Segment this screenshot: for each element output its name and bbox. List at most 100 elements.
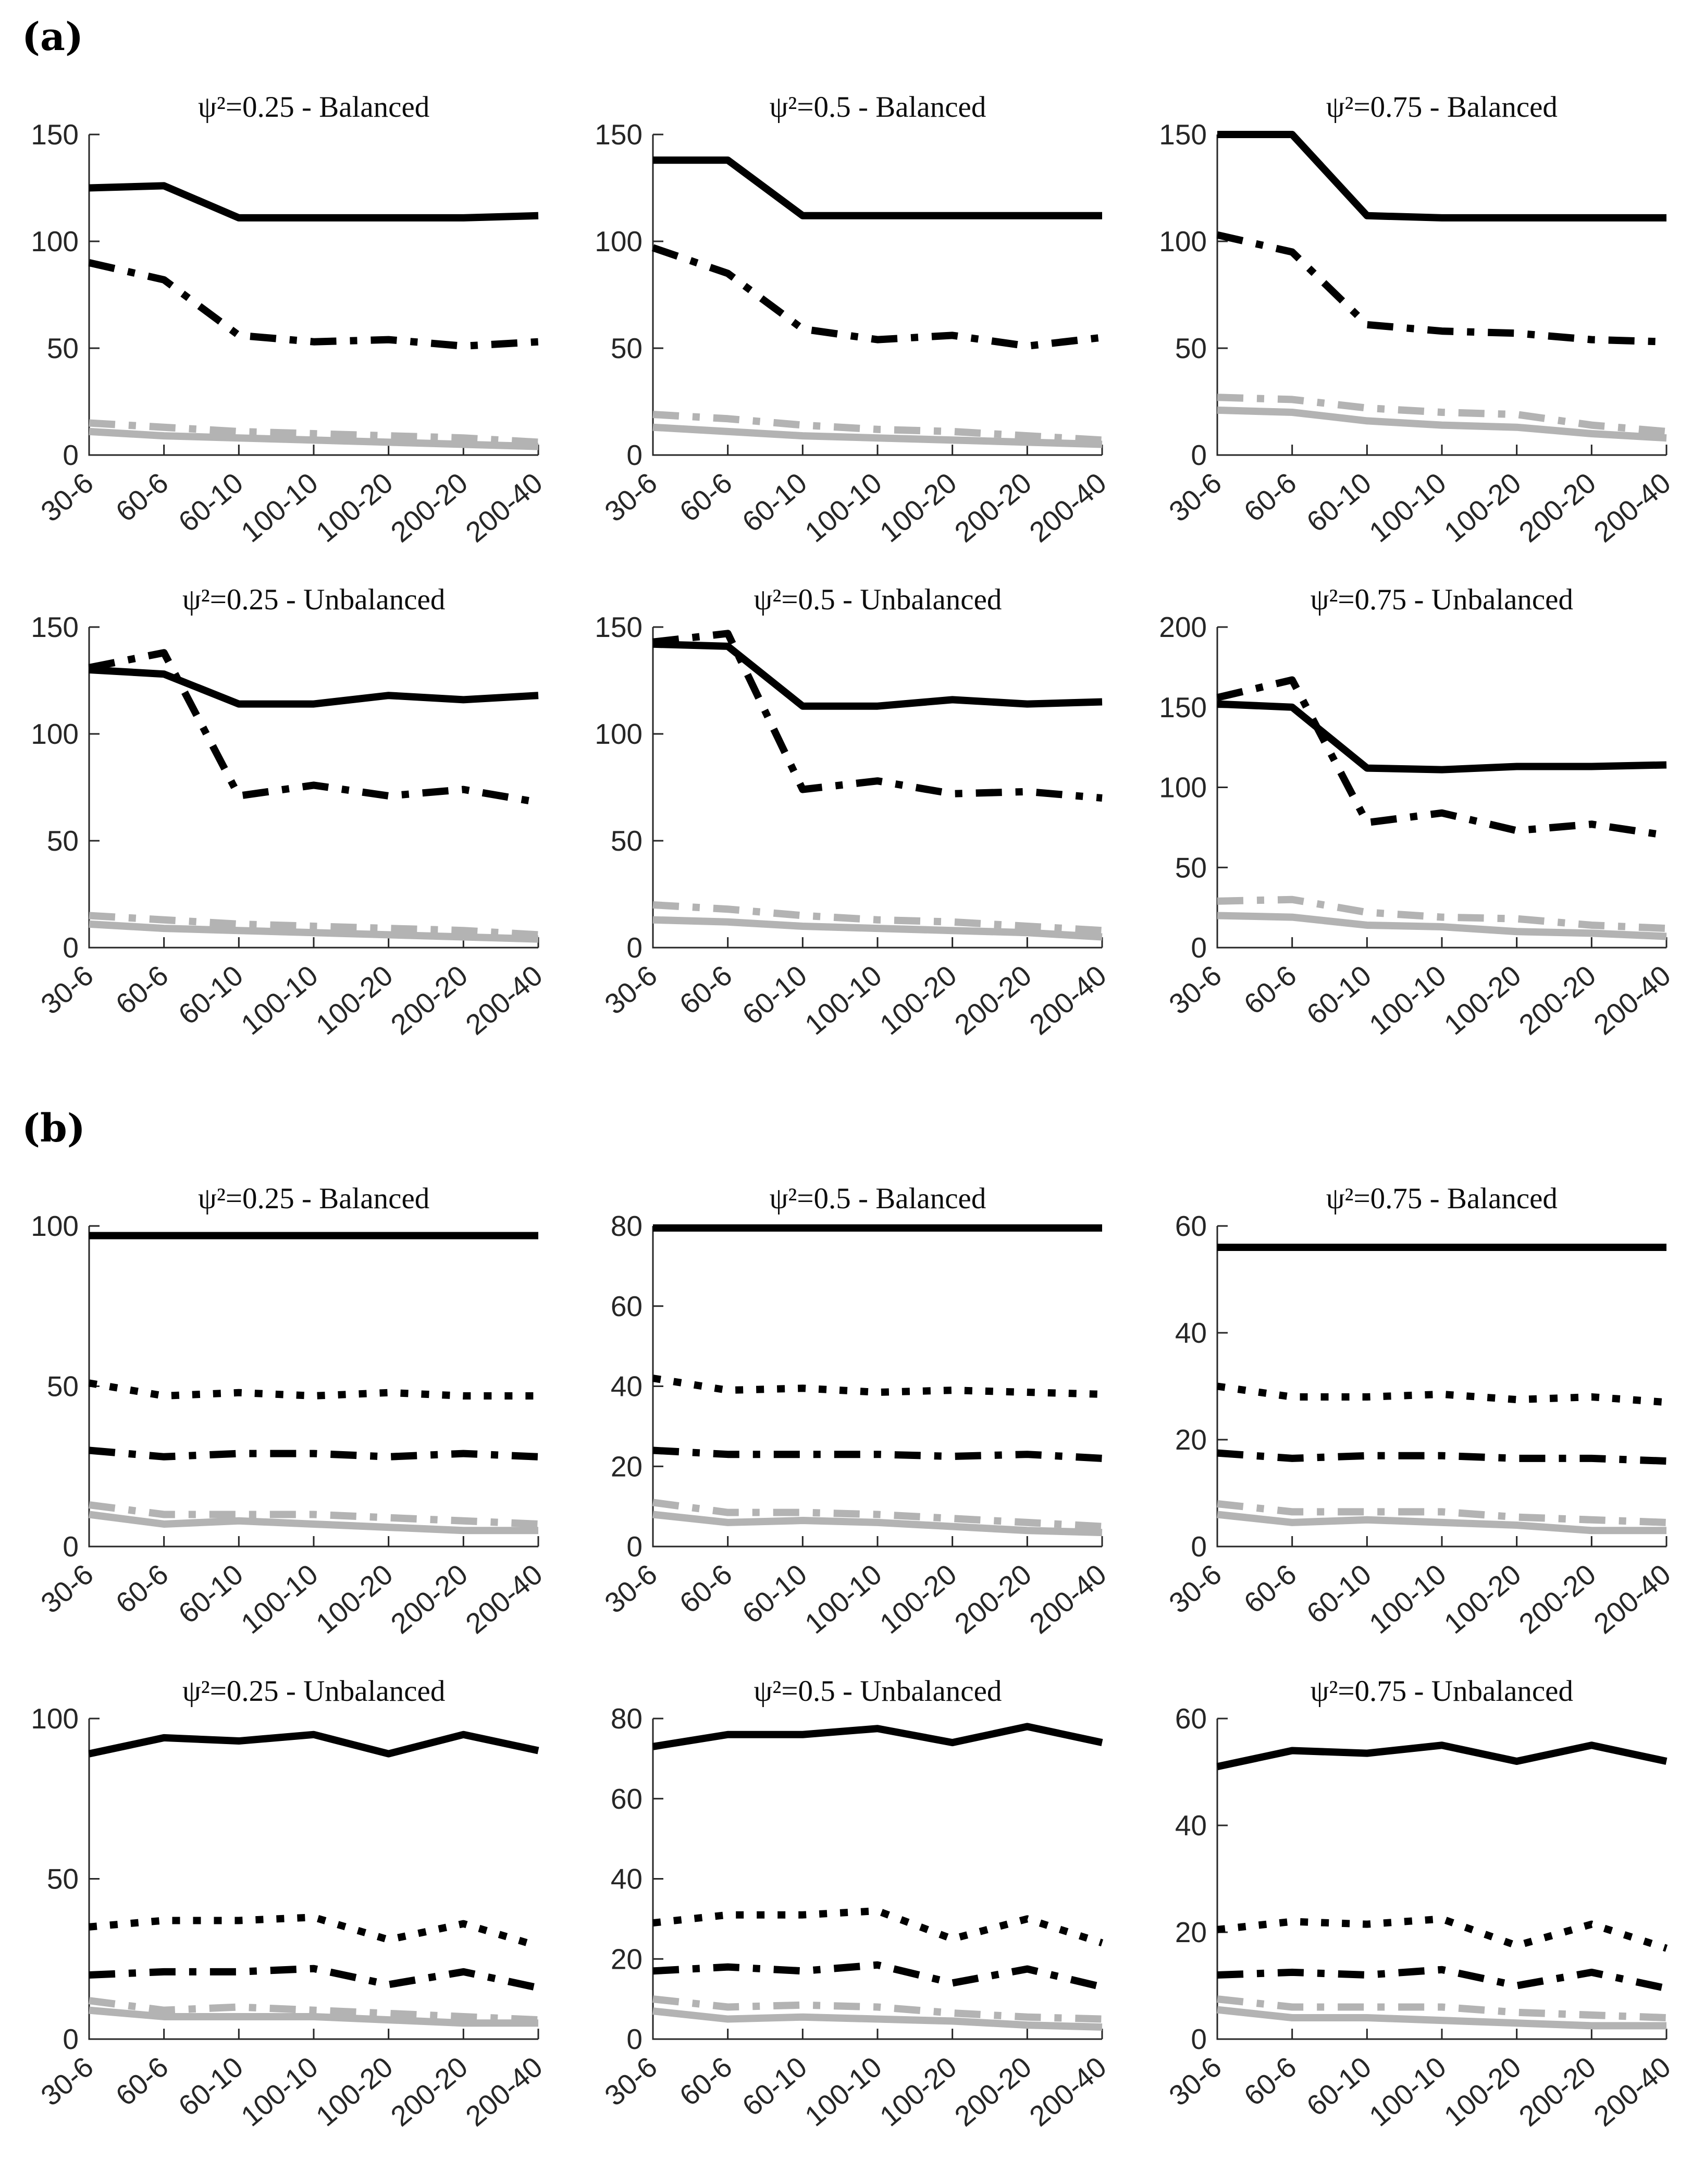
svg-text:100-20: 100-20 [874, 1558, 963, 1640]
svg-text:60: 60 [611, 1783, 643, 1815]
svg-text:200-40: 200-40 [1023, 467, 1111, 549]
svg-text:50: 50 [1175, 332, 1207, 364]
svg-text:200-20: 200-20 [948, 959, 1038, 1041]
chart-title: ψ²=0.75 - Unbalanced [1310, 1675, 1573, 1708]
svg-text:80: 80 [611, 1216, 643, 1242]
chart-b-psi2-025-balanced: ψ²=0.25 - Balanced 0 50 100 30-6 60-6 60-10 10… [5, 1174, 559, 1666]
svg-text:60-6: 60-6 [1238, 1558, 1302, 1619]
chart-a-psi2-05-balanced: ψ²=0.5 - Balanced 0 50 100 150 30-6 60-6 60-10… [569, 82, 1122, 575]
svg-text:100-20: 100-20 [1438, 2051, 1527, 2133]
svg-text:30-6: 30-6 [35, 467, 100, 528]
svg-text:200-20: 200-20 [948, 467, 1038, 549]
svg-text:30-6: 30-6 [1163, 959, 1227, 1021]
svg-text:60-6: 60-6 [109, 1558, 174, 1619]
svg-text:50: 50 [47, 1370, 79, 1403]
svg-text:200-20: 200-20 [1513, 1558, 1602, 1640]
svg-text:100: 100 [595, 225, 643, 257]
svg-text:100-10: 100-10 [1363, 1558, 1452, 1640]
svg-text:100-20: 100-20 [874, 467, 963, 549]
svg-text:100-20: 100-20 [310, 1558, 399, 1640]
svg-text:200-20: 200-20 [385, 1558, 474, 1640]
svg-text:30-6: 30-6 [35, 959, 100, 1021]
svg-text:100: 100 [31, 718, 79, 750]
svg-text:30-6: 30-6 [1163, 2051, 1227, 2112]
svg-text:200-40: 200-40 [1587, 959, 1675, 1041]
svg-text:80: 80 [611, 1708, 643, 1735]
panel-b-label: (b) [22, 1106, 85, 1151]
svg-text:30-6: 30-6 [599, 467, 663, 528]
svg-text:30-6: 30-6 [35, 1558, 100, 1619]
svg-text:100: 100 [31, 1708, 79, 1735]
svg-text:200-20: 200-20 [948, 2051, 1038, 2133]
chart-b-psi2-025-unbalanced: ψ²=0.25 - Unbalanced 0 50 100 30-6 60-6 60-10… [5, 1666, 559, 2159]
svg-text:150: 150 [595, 124, 643, 151]
svg-text:60-6: 60-6 [1238, 959, 1302, 1021]
svg-text:200-40: 200-40 [1587, 467, 1675, 549]
chart-a-psi2-075-balanced: ψ²=0.75 - Balanced 0 50 100 150 30-6 60-6 60-1… [1133, 82, 1687, 575]
svg-text:100-20: 100-20 [1438, 467, 1527, 549]
svg-text:200-20: 200-20 [385, 959, 474, 1041]
chart-a-psi2-025-balanced: ψ²=0.25 - Balanced 0 50 100 150 30-6 60-6 60-1… [5, 82, 559, 575]
svg-text:60-6: 60-6 [109, 2051, 174, 2112]
chart-title: ψ²=0.25 - Unbalanced [182, 583, 446, 616]
svg-text:200-40: 200-40 [1023, 2051, 1111, 2133]
chart-b-psi2-075-unbalanced: ψ²=0.75 - Unbalanced 0 20 40 60 30-6 60-6 60-1… [1133, 1666, 1687, 2159]
svg-text:60-6: 60-6 [1238, 2051, 1302, 2112]
svg-text:100-20: 100-20 [874, 959, 963, 1041]
svg-text:20: 20 [1175, 1424, 1207, 1456]
chart-title: ψ²=0.75 - Unbalanced [1310, 583, 1573, 616]
svg-text:200-20: 200-20 [1513, 959, 1602, 1041]
svg-text:100-10: 100-10 [235, 2051, 324, 2133]
svg-text:60-6: 60-6 [674, 2051, 738, 2112]
svg-text:150: 150 [595, 617, 643, 643]
svg-text:60: 60 [611, 1290, 643, 1322]
svg-text:60-6: 60-6 [674, 467, 738, 528]
svg-text:100-20: 100-20 [310, 2051, 399, 2133]
svg-text:0: 0 [63, 1530, 79, 1563]
svg-text:200-40: 200-40 [460, 2051, 548, 2133]
chart-title: ψ²=0.5 - Balanced [769, 91, 986, 124]
svg-text:50: 50 [47, 825, 79, 857]
svg-text:200-20: 200-20 [385, 2051, 474, 2133]
svg-text:150: 150 [31, 617, 79, 643]
svg-text:20: 20 [611, 1450, 643, 1482]
chart-title: ψ²=0.25 - Balanced [198, 1182, 430, 1215]
svg-text:200-40: 200-40 [1023, 1558, 1111, 1640]
svg-text:100: 100 [1159, 225, 1207, 257]
svg-text:0: 0 [63, 2023, 79, 2055]
svg-text:150: 150 [31, 124, 79, 151]
chart-title: ψ²=0.25 - Balanced [198, 91, 430, 124]
svg-text:30-6: 30-6 [599, 1558, 663, 1619]
chart-title: ψ²=0.5 - Unbalanced [754, 1675, 1002, 1708]
svg-text:200: 200 [1159, 617, 1207, 643]
svg-text:100-10: 100-10 [799, 959, 888, 1041]
svg-text:20: 20 [1175, 1916, 1207, 1948]
svg-text:100-20: 100-20 [874, 2051, 963, 2133]
svg-text:100-10: 100-10 [235, 959, 324, 1041]
svg-text:0: 0 [63, 439, 79, 471]
svg-text:30-6: 30-6 [35, 2051, 100, 2112]
svg-text:100-10: 100-10 [799, 467, 888, 549]
svg-text:100-10: 100-10 [235, 467, 324, 549]
svg-text:100-10: 100-10 [235, 1558, 324, 1640]
panel-a-charts: ψ²=0.25 - Balanced 0 50 100 150 30-6 60-6 60-1… [0, 82, 1692, 1068]
svg-text:200-20: 200-20 [385, 467, 474, 549]
panel-b-charts: ψ²=0.25 - Balanced 0 50 100 30-6 60-6 60-10 10… [0, 1174, 1692, 2159]
svg-text:100-20: 100-20 [310, 959, 399, 1041]
svg-text:150: 150 [1159, 691, 1207, 723]
chart-a-psi2-075-unbalanced: ψ²=0.75 - Unbalanced 0 50 100 150 200 30-6 60-… [1133, 575, 1687, 1068]
svg-text:100-10: 100-10 [799, 2051, 888, 2133]
chart-b-psi2-05-unbalanced: ψ²=0.5 - Unbalanced 0 20 40 60 80 30-6 60-6 60-… [569, 1666, 1122, 2159]
svg-text:200-20: 200-20 [1513, 467, 1602, 549]
chart-b-psi2-05-balanced: ψ²=0.5 - Balanced 0 20 40 60 80 30-6 60-6 60-10… [569, 1174, 1122, 1666]
svg-text:60: 60 [1175, 1708, 1207, 1735]
svg-text:50: 50 [47, 332, 79, 364]
svg-text:60-6: 60-6 [674, 959, 738, 1021]
svg-text:40: 40 [1175, 1809, 1207, 1842]
